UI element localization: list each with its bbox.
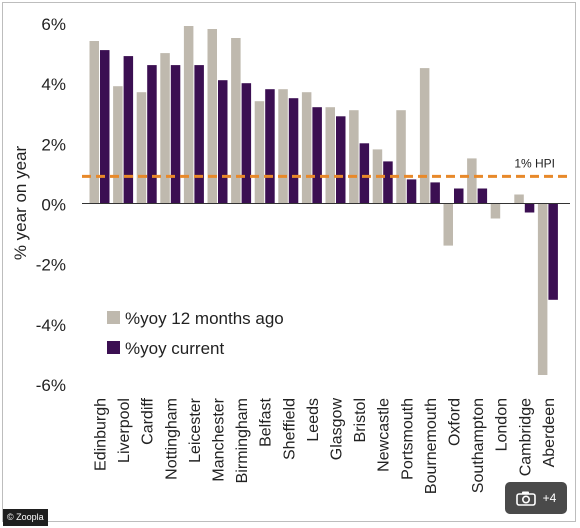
bar-prior (207, 29, 217, 204)
bar-current (147, 65, 157, 204)
bar-prior (278, 89, 288, 204)
bar-current (406, 179, 417, 204)
bar-current (430, 182, 440, 204)
bar-current (477, 188, 488, 204)
x-tick-label: Leicester (187, 397, 204, 463)
bar-prior (467, 158, 477, 204)
bar-current (170, 65, 181, 204)
bar-current (454, 188, 464, 204)
bar-current (265, 89, 275, 204)
bar-current (524, 203, 535, 213)
bar-current (241, 83, 252, 204)
x-tick-label: Belfast (258, 397, 275, 446)
legend-label: %yoy current (125, 339, 224, 358)
chart-frame (2, 2, 576, 522)
bar-current (100, 50, 110, 204)
x-tick-label: Birmingham (234, 398, 251, 483)
bar-prior (537, 203, 548, 375)
x-tick-label: Leeds (305, 398, 322, 442)
y-tick-label: -2% (36, 256, 66, 275)
bar-current (194, 65, 204, 204)
bar-prior (490, 203, 501, 219)
x-tick-label: Oxford (447, 398, 464, 446)
bar-prior (443, 203, 453, 246)
x-tick-label: Southampton (470, 398, 487, 493)
bar-prior (419, 68, 430, 204)
y-tick-label: 0% (41, 196, 66, 215)
x-tick-label: London (494, 398, 511, 451)
bar-prior (396, 110, 406, 204)
bar-current (383, 161, 393, 204)
bar-prior (301, 92, 312, 204)
x-tick-label: Edinburgh (93, 398, 110, 471)
bar-prior (113, 86, 123, 204)
legend-label: %yoy 12 months ago (125, 309, 284, 328)
x-tick-label: Bournemouth (423, 398, 440, 494)
bar-prior (160, 53, 170, 204)
bar-prior (349, 110, 359, 204)
legend-swatch (107, 341, 120, 354)
x-tick-label: Glasgow (329, 398, 346, 461)
x-tick-label: Cardiff (140, 397, 157, 444)
bar-current (359, 143, 370, 204)
x-tick-label: Manchester (211, 397, 228, 481)
y-tick-label: -4% (36, 316, 66, 335)
bar-current (218, 80, 228, 204)
x-tick-label: Sheffield (281, 398, 298, 460)
y-tick-label: 6% (41, 15, 66, 34)
y-axis-label: % year on year (11, 145, 30, 260)
bar-current (123, 56, 134, 204)
x-tick-label: Cambridge (517, 398, 534, 476)
bar-prior (89, 41, 99, 204)
gallery-count: +4 (542, 491, 557, 505)
x-tick-label: Portsmouth (399, 398, 416, 480)
reference-line-label: 1% HPI (514, 156, 555, 170)
gallery-button[interactable]: +4 (505, 482, 567, 514)
x-tick-label: Newcastle (376, 398, 393, 472)
x-tick-label: Liverpool (116, 398, 133, 463)
y-tick-label: 2% (41, 135, 66, 154)
bar-prior (325, 107, 335, 204)
bar-current (288, 98, 299, 204)
bar-current (336, 116, 346, 204)
bar-prior (254, 101, 265, 204)
bar-current (548, 203, 558, 300)
x-tick-label: Nottingham (163, 398, 180, 480)
y-tick-label: 4% (41, 75, 66, 94)
bar-prior (183, 26, 194, 204)
camera-icon (515, 491, 536, 506)
bar-current (312, 107, 322, 204)
bar-prior (231, 38, 241, 204)
source-credit: © Zoopla (3, 509, 48, 526)
bar-prior (514, 194, 524, 204)
x-tick-label: Bristol (352, 398, 369, 442)
x-tick-label: Aberdeen (541, 398, 558, 467)
legend-swatch (107, 311, 120, 324)
bar-prior (136, 92, 147, 204)
y-tick-label: -6% (36, 376, 66, 395)
